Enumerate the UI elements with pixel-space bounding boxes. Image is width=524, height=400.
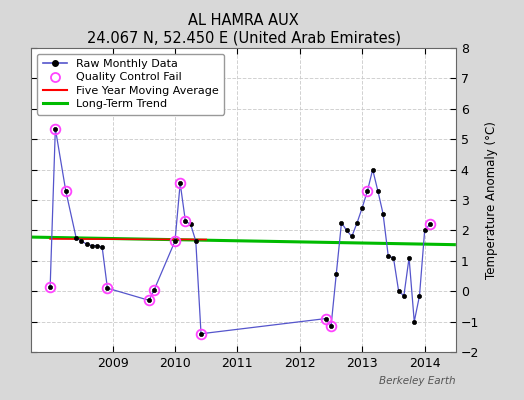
Title: AL HAMRA AUX
24.067 N, 52.450 E (United Arab Emirates): AL HAMRA AUX 24.067 N, 52.450 E (United … — [86, 13, 401, 46]
Legend: Raw Monthly Data, Quality Control Fail, Five Year Moving Average, Long-Term Tren: Raw Monthly Data, Quality Control Fail, … — [37, 54, 224, 115]
Text: Berkeley Earth: Berkeley Earth — [379, 376, 456, 386]
Y-axis label: Temperature Anomaly (°C): Temperature Anomaly (°C) — [485, 121, 498, 279]
